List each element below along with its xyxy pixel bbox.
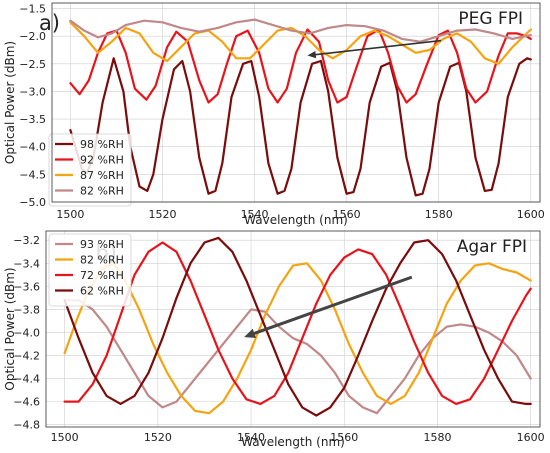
x-tick-label: 1600 [517, 431, 545, 444]
y-tick-label: −4.4 [13, 373, 40, 386]
y-tick-label: −4.0 [13, 326, 40, 339]
y-tick-label: −3.0 [19, 85, 46, 98]
series-line-62rh [63, 236, 532, 417]
legend-entry: 87 %RH [80, 169, 124, 182]
x-axis-label: Wavelength (nm) [244, 213, 348, 227]
plot-frame [51, 2, 541, 203]
y-tick-label: −4.0 [19, 141, 46, 154]
legend-entry: 82 %RH [80, 185, 124, 198]
x-tick-label: 1500 [51, 431, 79, 444]
shift-arrow-line [312, 39, 442, 56]
annotation-label: PEG FPI [458, 9, 523, 29]
legend-entry: 62 %RH [80, 285, 124, 298]
legend-entry: 72 %RH [80, 269, 124, 282]
y-tick-label: −3.5 [19, 113, 46, 126]
y-tick-label: −3.4 [13, 257, 40, 270]
y-tick-label: −5.0 [19, 196, 46, 209]
shift-arrow-head [244, 328, 256, 338]
series-group [69, 18, 532, 197]
x-tick-label: 1540 [241, 208, 269, 221]
plot-frame [45, 230, 541, 428]
series-line-92rh [69, 28, 532, 104]
y-tick-label: −2.0 [19, 30, 46, 43]
x-tick-label: 1560 [330, 431, 358, 444]
series-line-72rh [63, 241, 532, 405]
x-tick-label: 1520 [144, 431, 172, 444]
y-tick-label: −2.5 [19, 58, 46, 71]
x-tick-label: 1580 [423, 431, 451, 444]
legend: 98 %RH 92 %RH 87 %RH 82 %RH [48, 133, 132, 207]
x-tick-label: 1520 [148, 208, 176, 221]
x-tick-label: 1600 [517, 208, 545, 221]
series-line-82rh [63, 262, 532, 415]
x-tick-label: 1580 [425, 208, 453, 221]
legend-box [48, 233, 132, 307]
y-tick-label: −3.6 [13, 280, 40, 293]
legend-entry: 93 %RH [80, 238, 124, 251]
panel-b: 1500 1520 1540 1560 1580 1600 −4.8 −4.6 −4.4 −4.2… [3, 230, 545, 449]
y-tick-label: −1.5 [19, 3, 46, 16]
panel-label: a) [39, 11, 60, 35]
y-tick-label: −4.5 [19, 168, 46, 181]
panel-a: 1500 1520 1540 1560 1580 1600 −5.0 −4.5 −4.0 −3.5… [3, 3, 545, 227]
legend-entry: 92 %RH [80, 154, 124, 167]
y-tick-label: −4.2 [13, 350, 40, 363]
y-tick-label: −4.8 [13, 419, 40, 432]
x-tick-label: 1500 [56, 208, 84, 221]
x-axis-label: Wavelength (nm) [241, 435, 345, 449]
annotation-label: Agar FPI [457, 237, 527, 257]
legend-entry: 82 %RH [80, 254, 124, 267]
x-tick-label: 1560 [333, 208, 361, 221]
x-tick-label: 1540 [237, 431, 265, 444]
y-tick-label: −3.8 [13, 303, 40, 316]
series-line-82rh [69, 18, 532, 43]
shift-arrow-head [307, 51, 317, 59]
legend-box [48, 133, 132, 207]
y-tick-label: −4.6 [13, 396, 40, 409]
legend: 93 %RH 82 %RH 72 %RH 62 %RH [48, 233, 132, 307]
legend-entry: 98 %RH [80, 138, 124, 151]
y-tick-label: −3.2 [13, 234, 40, 247]
series-group [63, 236, 532, 417]
y-axis-label: Optical Power (dBm) [3, 41, 17, 164]
y-axis-label: Optical Power (dBm) [3, 267, 17, 390]
shift-arrow-line [250, 275, 413, 337]
